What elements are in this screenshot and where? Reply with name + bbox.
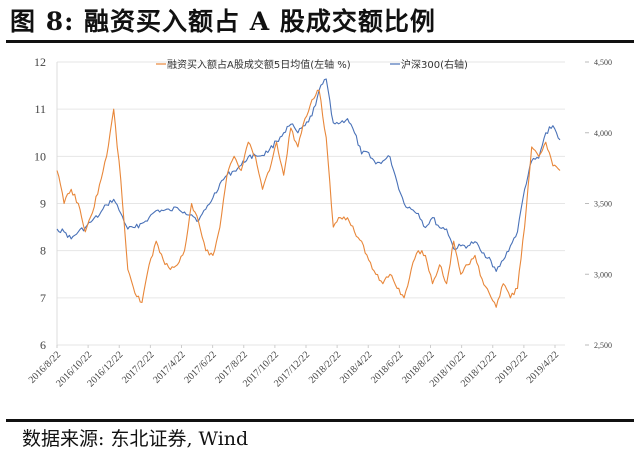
margin-ratio-line (56, 89, 561, 308)
x-tick-label: 2018/6/22 (369, 349, 405, 385)
right-tick-label: 4,000 (594, 129, 612, 138)
chart: 6 7 8 9 10 11 12 2,500 3,000 3,500 4,000 4,500 201… (27, 55, 612, 389)
right-tick-label: 3,000 (594, 270, 612, 279)
left-axis: 6 7 8 9 10 11 12 (34, 55, 58, 352)
left-tick-label: 9 (40, 197, 46, 211)
right-axis: 2,500 3,000 3,500 4,000 4,500 (585, 58, 612, 350)
series-lines (56, 78, 561, 308)
left-tick-label: 6 (40, 338, 46, 352)
right-tick-label: 4,500 (594, 58, 612, 67)
csi300-line (56, 78, 561, 272)
x-tick-label: 2018/4/22 (338, 349, 374, 385)
x-tick-label: 2018/2/22 (307, 349, 343, 385)
left-tick-label: 7 (40, 291, 46, 305)
legend-csi300: 沪深300(右轴) (401, 58, 468, 71)
left-tick-label: 11 (34, 102, 46, 116)
x-tick-label: 2017/2/22 (120, 349, 156, 385)
x-tick-label: 2017/4/22 (151, 349, 187, 385)
left-tick-label: 10 (34, 149, 46, 163)
source-note: 数据来源: 东北证券, Wind (22, 428, 249, 450)
x-tick-label: 2017/6/22 (182, 349, 218, 385)
top-divider (6, 40, 634, 43)
right-tick-label: 2,500 (594, 341, 612, 350)
legend-margin-ratio: 融资买入额占A股成交额5日均值(左轴 %) (167, 58, 351, 71)
left-tick-label: 12 (34, 55, 46, 69)
left-tick-label: 8 (40, 244, 46, 258)
figure-title: 图 8: 融资买入额占 A 股成交额比例 (10, 7, 436, 36)
right-tick-label: 3,500 (594, 200, 612, 209)
bottom-divider (6, 419, 634, 422)
x-tick-label: 2019/2/22 (494, 349, 530, 385)
legend: 融资买入额占A股成交额5日均值(左轴 %) 沪深300(右轴) (156, 58, 468, 71)
x-axis: 2016/8/222016/10/222016/12/222017/2/2220… (27, 345, 561, 389)
x-tick-label: 2019/4/22 (525, 349, 561, 385)
